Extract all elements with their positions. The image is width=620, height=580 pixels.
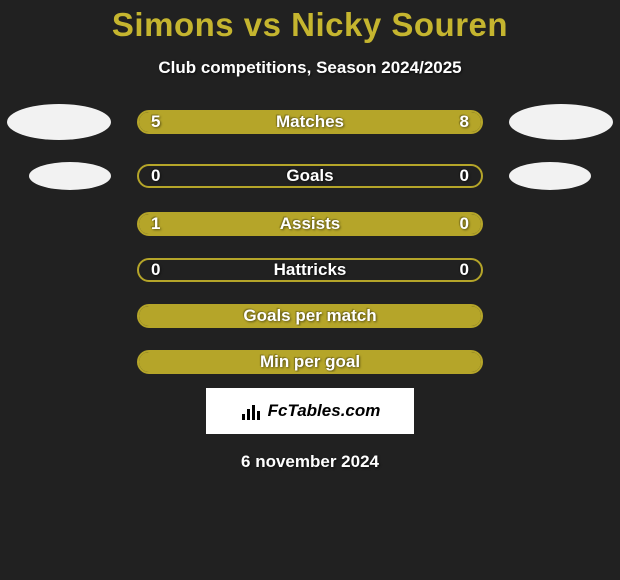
stat-row-goals: 0 Goals 0 — [0, 162, 620, 190]
stat-bar: Goals per match — [137, 304, 483, 328]
stat-label: Goals — [139, 166, 481, 186]
stat-bars-rest: 1 Assists 0 0 Hattricks 0 Goals per matc… — [0, 212, 620, 374]
stat-bar: Min per goal — [137, 350, 483, 374]
bar-chart-icon — [240, 402, 262, 420]
player-right-avatar-small — [509, 162, 591, 190]
stat-label: Matches — [139, 112, 481, 132]
player-left-avatar-small — [29, 162, 111, 190]
player-left-avatar — [7, 104, 111, 140]
stat-right-value: 0 — [460, 260, 469, 280]
page-title: Simons vs Nicky Souren — [112, 6, 508, 44]
stat-bar: 0 Goals 0 — [137, 164, 483, 188]
stat-bar: 5 Matches 8 — [137, 110, 483, 134]
stat-row-matches: 5 Matches 8 — [0, 104, 620, 140]
stat-bar: 0 Hattricks 0 — [137, 258, 483, 282]
date-label: 6 november 2024 — [241, 452, 379, 472]
fctables-logo: FcTables.com — [206, 388, 414, 434]
subtitle: Club competitions, Season 2024/2025 — [158, 58, 461, 78]
comparison-infographic: Simons vs Nicky Souren Club competitions… — [0, 0, 620, 472]
stat-right-value: 0 — [460, 166, 469, 186]
stat-label: Min per goal — [139, 352, 481, 372]
stat-label: Hattricks — [139, 260, 481, 280]
logo-text: FcTables.com — [268, 401, 381, 421]
stat-label: Assists — [139, 214, 481, 234]
player-right-avatar — [509, 104, 613, 140]
stat-right-value: 0 — [460, 214, 469, 234]
stat-right-value: 8 — [460, 112, 469, 132]
stat-label: Goals per match — [139, 306, 481, 326]
stat-bar: 1 Assists 0 — [137, 212, 483, 236]
